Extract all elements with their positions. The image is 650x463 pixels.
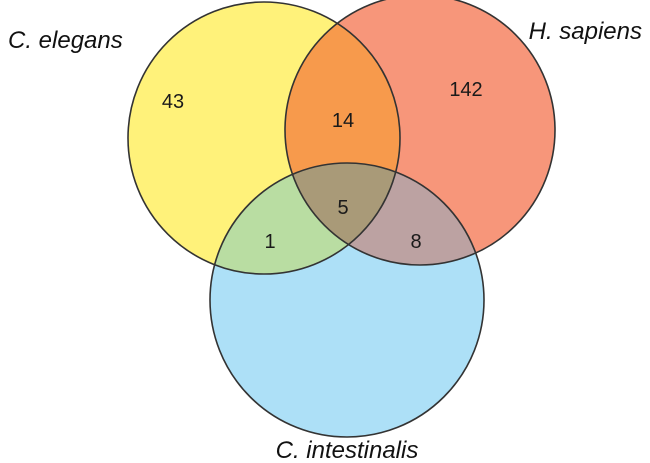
label-c-elegans: C. elegans xyxy=(8,27,123,54)
label-c-intestinalis: C. intestinalis xyxy=(276,437,419,463)
count-sapiens-only: 142 xyxy=(449,79,482,101)
outline-c-intestinalis xyxy=(209,162,485,438)
region-elegans-intestinalis xyxy=(210,163,400,274)
count-elegans-sapiens: 14 xyxy=(332,110,354,132)
label-h-sapiens: H. sapiens xyxy=(529,18,642,45)
outline-c-elegans xyxy=(127,1,401,275)
outline-h-sapiens xyxy=(284,0,556,266)
region-sapiens-intestinalis xyxy=(285,163,484,265)
count-elegans-intestinalis: 1 xyxy=(264,231,275,253)
count-elegans-only: 43 xyxy=(162,91,184,113)
count-all-three: 5 xyxy=(337,197,348,219)
count-sapiens-intestinalis: 8 xyxy=(410,231,421,253)
